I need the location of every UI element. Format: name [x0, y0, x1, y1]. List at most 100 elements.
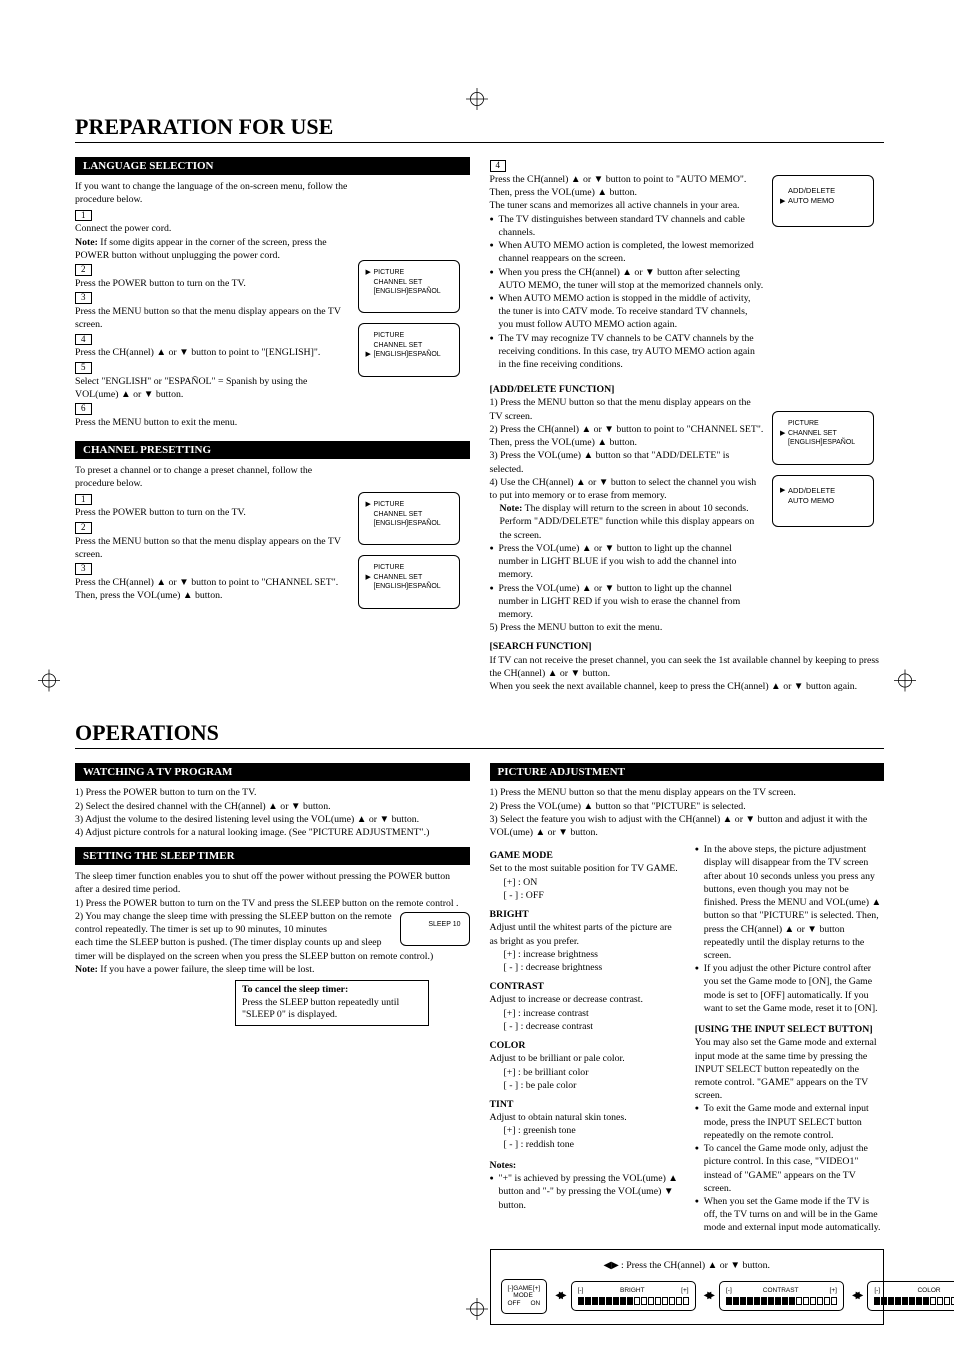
contrast-p: Adjust to increase or decrease contrast.	[490, 993, 679, 1006]
pic-l2: 2) Press the VOL(ume) ▲ button so that "…	[490, 800, 885, 813]
search-heading: [SEARCH FUNCTION]	[490, 640, 885, 653]
lang-step3: Press the MENU button so that the menu d…	[75, 305, 350, 331]
arrows-icon	[555, 1291, 562, 1301]
subheading-channel: CHANNEL PRESETTING	[75, 441, 470, 459]
step-box-2: 2	[75, 264, 92, 276]
add-b2: Press the VOL(ume) ▲ or ▼ button to ligh…	[490, 582, 765, 622]
channel-s4c: The tuner scans and memorizes all active…	[490, 199, 765, 212]
osd-bar-color: [-]COLOR[+]	[867, 1281, 954, 1311]
contrast-h: CONTRAST	[490, 980, 679, 993]
bright-p: Adjust until the whitest parts of the pi…	[490, 921, 679, 947]
game-on: [+] : ON	[490, 876, 679, 889]
color-up: [+] : be brilliant color	[490, 1066, 679, 1079]
notes-b1: "+" is achieved by pressing the VOL(ume)…	[490, 1172, 679, 1212]
watch-l4: 4) Adjust picture controls for a natural…	[75, 826, 470, 839]
lang-step2: Press the POWER button to turn on the TV…	[75, 277, 350, 290]
search-p2: When you seek the next available channel…	[490, 680, 885, 693]
sleep-note: Note: If you have a power failure, the s…	[75, 963, 470, 976]
contrast-up: [+] : increase contrast	[490, 1007, 679, 1020]
add-l3: 3) Press the VOL(ume) ▲ button so that "…	[490, 449, 765, 475]
osd-adddelete: ▶ADD/DELETE AUTO MEMO	[772, 475, 874, 527]
lang-step5: Select "ENGLISH" or "ESPAÑOL" = Spanish …	[75, 375, 350, 401]
tint-p: Adjust to obtain natural skin tones.	[490, 1111, 679, 1124]
subheading-sleep: SETTING THE SLEEP TIMER	[75, 847, 470, 865]
channel-s2: Press the MENU button so that the menu d…	[75, 535, 350, 561]
pic-l1: 1) Press the MENU button so that the men…	[490, 786, 885, 799]
channel-intro: To preset a channel or to change a prese…	[75, 464, 350, 490]
channel-s4a: Press the CH(annel) ▲ or ▼ button to poi…	[490, 173, 765, 186]
lang-step4: Press the CH(annel) ▲ or ▼ button to poi…	[75, 346, 350, 359]
step-box-4: 4	[75, 334, 92, 346]
lang-intro: If you want to change the language of th…	[75, 180, 350, 206]
add-l4: 4) Use the CH(annel) ▲ or ▼ button to se…	[490, 476, 765, 502]
right-b1: In the above steps, the picture adjustme…	[695, 843, 884, 962]
osd-bar-contrast: [-]CONTRAST[+]	[719, 1281, 844, 1311]
osd-menu-channelset: PICTURE ▶CHANNEL SET [ENGLISH]ESPAÑOL	[358, 555, 460, 608]
channel-s4b: Then, press the VOL(ume) ▲ button.	[490, 186, 765, 199]
sleep-p1: The sleep timer function enables you to …	[75, 870, 470, 896]
ch-step-2: 2	[75, 522, 92, 534]
pic-l3: 3) Select the feature you wish to adjust…	[490, 813, 885, 839]
crop-mark-right	[894, 669, 916, 696]
sleep-indicator: SLEEP 10	[400, 912, 470, 946]
lang-step6: Press the MENU button to exit the menu.	[75, 416, 350, 429]
bright-up: [+] : increase brightness	[490, 948, 679, 961]
arrows-icon	[704, 1291, 711, 1301]
tint-h: TINT	[490, 1098, 679, 1111]
add-b1: Press the VOL(ume) ▲ or ▼ button to ligh…	[490, 542, 765, 582]
tint-dn: [ - ] : reddish tone	[490, 1138, 679, 1151]
picture-adjust-diagram: ◀▶ : Press the CH(annel) ▲ or ▼ button. …	[490, 1249, 885, 1325]
color-h: COLOR	[490, 1039, 679, 1052]
add-l2: 2) Press the CH(annel) ▲ or ▼ button to …	[490, 423, 765, 449]
subheading-language: LANGUAGE SELECTION	[75, 157, 470, 175]
subheading-watching: WATCHING A TV PROGRAM	[75, 763, 470, 781]
input-b3: When you set the Game mode if the TV is …	[695, 1195, 884, 1235]
osd-automemo: ADD/DELETE ▶AUTO MEMO	[772, 175, 874, 227]
input-b2: To cancel the Game mode only, adjust the…	[695, 1142, 884, 1195]
osd-menu-picture: ▶PICTURE CHANNEL SET [ENGLISH]ESPAÑOL	[358, 260, 460, 313]
lang-step1: Connect the power cord.	[75, 222, 350, 235]
crop-mark-top	[466, 88, 488, 115]
right-b2: If you adjust the other Picture control …	[695, 962, 884, 1015]
game-p: Set to the most suitable position for TV…	[490, 862, 679, 875]
ch-step-4: 4	[490, 160, 507, 172]
sleep-l1: 1) Press the POWER button to turn on the…	[75, 897, 470, 910]
add-note: Note: The display will return to the scr…	[490, 502, 765, 542]
color-dn: [ - ] : be pale color	[490, 1079, 679, 1092]
step-box-5: 5	[75, 362, 92, 374]
osd-bar-bright: [-]BRIGHT[+]	[571, 1281, 696, 1311]
osd-menu-english: PICTURE CHANNEL SET ▶[ENGLISH]ESPAÑOL	[358, 323, 460, 376]
osd-bar-game-mode: [-]GAME MODE[+]OFFON	[501, 1279, 548, 1314]
ch-step-1: 1	[75, 494, 92, 506]
notes-h: Notes:	[490, 1159, 679, 1172]
channel-b2: When AUTO MEMO action is completed, the …	[490, 239, 765, 265]
input-p: You may also set the Game mode and exter…	[695, 1036, 884, 1102]
crop-mark-left	[38, 669, 60, 696]
channel-b3: When you press the CH(annel) ▲ or ▼ butt…	[490, 266, 765, 292]
subheading-picture: PICTURE ADJUSTMENT	[490, 763, 885, 781]
input-h: [USING THE INPUT SELECT BUTTON]	[695, 1023, 884, 1036]
ch-step-3: 3	[75, 563, 92, 575]
game-h: GAME MODE	[490, 849, 679, 862]
arrows-icon	[852, 1291, 859, 1301]
input-b1: To exit the Game mode and external input…	[695, 1102, 884, 1142]
contrast-dn: [ - ] : decrease contrast	[490, 1020, 679, 1033]
osd-menu-channelset2: PICTURE ▶CHANNEL SET [ENGLISH]ESPAÑOL	[772, 411, 874, 464]
step-box-3: 3	[75, 292, 92, 304]
bright-h: BRIGHT	[490, 908, 679, 921]
heading-preparation: PREPARATION FOR USE	[75, 115, 884, 143]
color-p: Adjust to be brilliant or pale color.	[490, 1052, 679, 1065]
bright-dn: [ - ] : decrease brightness	[490, 961, 679, 974]
search-p1: If TV can not receive the preset channel…	[490, 654, 885, 680]
channel-b1: The TV distinguishes between standard TV…	[490, 213, 765, 239]
watch-l3: 3) Adjust the volume to the desired list…	[75, 813, 470, 826]
osd-menu-picture2: ▶PICTURE CHANNEL SET [ENGLISH]ESPAÑOL	[358, 492, 460, 545]
watch-l1: 1) Press the POWER button to turn on the…	[75, 786, 470, 799]
game-off: [ - ] : OFF	[490, 889, 679, 902]
channel-s1: Press the POWER button to turn on the TV…	[75, 506, 350, 519]
channel-s3b: Then, press the VOL(ume) ▲ button.	[75, 589, 350, 602]
watch-l2: 2) Select the desired channel with the C…	[75, 800, 470, 813]
channel-s3a: Press the CH(annel) ▲ or ▼ button to poi…	[75, 576, 350, 589]
diagram-caption: ◀▶ : Press the CH(annel) ▲ or ▼ button.	[501, 1260, 874, 1271]
lang-note: Note: If some digits appear in the corne…	[75, 236, 350, 262]
